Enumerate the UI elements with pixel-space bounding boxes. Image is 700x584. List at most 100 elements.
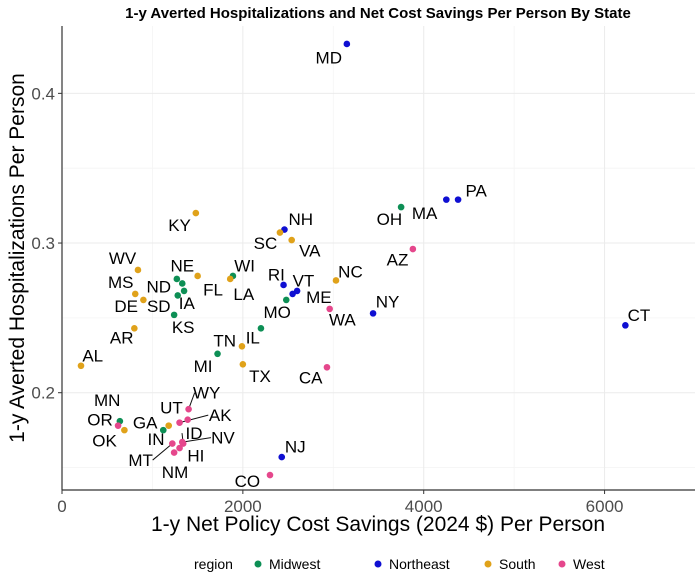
data-points (77, 40, 629, 479)
legend-key-northeast (374, 560, 382, 568)
label-oh: OH (377, 210, 403, 229)
label-az: AZ (387, 250, 409, 269)
label-nd: ND (146, 277, 171, 296)
point-mi (214, 350, 221, 358)
point-nd (178, 280, 186, 287)
point-nv (178, 438, 186, 446)
label-wv: WV (109, 249, 137, 268)
label-in: IN (148, 430, 165, 449)
point-ky (192, 209, 200, 217)
y-tick-label: 0.4 (31, 84, 55, 103)
label-ma: MA (412, 204, 438, 223)
legend-label-northeast: Northeast (389, 556, 450, 572)
point-ia (180, 287, 188, 295)
point-co (266, 471, 274, 479)
label-ct: CT (628, 306, 651, 325)
point-ks (170, 311, 178, 319)
legend-title: region (194, 556, 233, 572)
point-ny (369, 310, 377, 317)
label-wy: WY (193, 384, 220, 403)
point-me (289, 290, 296, 298)
point-nj (278, 453, 286, 461)
point-pa (454, 196, 462, 203)
label-hi: HI (187, 447, 204, 466)
point-wa (326, 305, 333, 313)
label-ny: NY (376, 292, 400, 311)
label-wa: WA (329, 310, 356, 329)
label-ks: KS (172, 318, 195, 337)
label-vt: VT (293, 271, 315, 290)
point-mo (282, 296, 290, 304)
chart-title: 1-y Averted Hospitalizations and Net Cos… (125, 5, 631, 22)
point-md (343, 40, 351, 48)
point-ok (121, 426, 128, 434)
label-wi: WI (234, 256, 255, 275)
label-al: AL (82, 346, 103, 365)
point-hi (176, 444, 183, 452)
label-nm: NM (162, 463, 188, 482)
legend-label-south: South (499, 556, 536, 572)
label-ar: AR (110, 328, 134, 347)
label-sc: SC (254, 234, 278, 253)
label-mt: MT (128, 451, 153, 470)
label-la: LA (233, 285, 254, 304)
connector-nv (182, 437, 212, 443)
point-mt (169, 440, 176, 447)
label-ne: NE (170, 256, 194, 275)
x-axis-title: 1-y Net Policy Cost Savings (2024 $) Per… (151, 513, 605, 536)
point-ar (131, 325, 138, 332)
label-va: VA (299, 242, 321, 261)
point-ga (165, 422, 173, 429)
label-ia: IA (179, 294, 196, 313)
label-nc: NC (338, 262, 363, 281)
label-or: OR (87, 411, 113, 430)
connector-mt (152, 443, 173, 461)
y-ticks: 0.2 0.3 0.4 (31, 84, 62, 403)
axes (61, 26, 695, 491)
label-ca: CA (299, 369, 323, 388)
y-tick-label: 0.3 (31, 234, 55, 253)
label-mo: MO (264, 303, 291, 322)
label-il: IL (246, 328, 260, 347)
x-ticks: 0 2000 4000 6000 (57, 490, 623, 516)
point-nm (170, 449, 178, 456)
label-sd: SD (147, 297, 171, 316)
y-tick-label: 0.2 (31, 384, 55, 403)
point-al (77, 362, 85, 370)
label-mi: MI (194, 357, 213, 376)
y-axis-title: 1-y Averted Hospitalizations Per Person (6, 73, 29, 443)
point-nc (332, 277, 340, 284)
label-nv: NV (211, 429, 235, 448)
label-ut: UT (160, 399, 183, 418)
label-tx: TX (249, 367, 271, 386)
point-wy (185, 405, 192, 413)
label-co: CO (235, 472, 261, 491)
legend-key-midwest (254, 560, 262, 568)
x-tick-label: 6000 (586, 497, 624, 516)
x-tick-label: 4000 (405, 497, 443, 516)
x-tick-label: 0 (57, 497, 66, 516)
point-or (114, 422, 122, 429)
point-ma (443, 196, 450, 203)
label-nh: NH (288, 210, 313, 229)
point-ne (173, 275, 181, 283)
label-ky: KY (168, 216, 191, 235)
point-labels: MD PA MA OH CT KY NH SC VA AZ WV WI NE NC RI VT MS ND FL ME… (82, 48, 650, 491)
point-ms (131, 290, 139, 298)
point-tx (239, 360, 247, 368)
legend-key-south (484, 560, 492, 568)
label-mn: MN (94, 391, 120, 410)
label-ga: GA (133, 414, 158, 433)
grid (61, 26, 695, 490)
label-ms: MS (108, 273, 134, 292)
legend-label-west: West (573, 556, 605, 572)
label-nj: NJ (285, 438, 306, 457)
point-sd (174, 292, 182, 299)
point-tn (257, 325, 265, 332)
connector-ak (179, 414, 209, 424)
label-de: DE (114, 297, 138, 316)
point-ak (176, 419, 183, 426)
point-la (226, 275, 234, 283)
label-md: MD (316, 48, 342, 67)
label-pa: PA (465, 182, 487, 201)
